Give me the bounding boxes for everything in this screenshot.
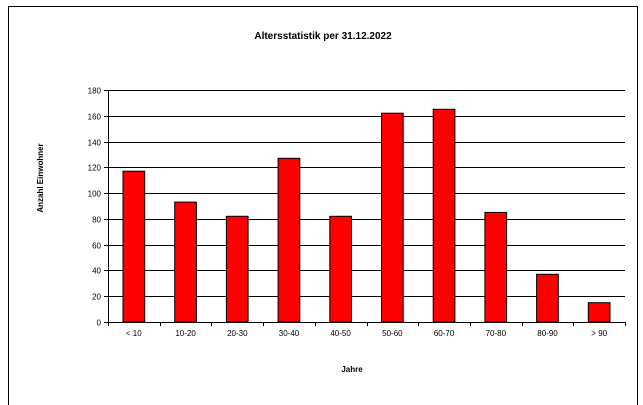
y-tick-label: 20	[92, 293, 101, 302]
x-tick-label: 10-20	[175, 329, 196, 338]
bar	[484, 211, 508, 323]
y-tick-label: 140	[88, 139, 102, 148]
bar	[225, 215, 249, 323]
x-tick-label: 80-90	[537, 329, 558, 338]
y-tick-label: 100	[88, 190, 102, 199]
x-tick-label: > 90	[591, 329, 607, 338]
bar	[329, 215, 352, 323]
chart-title: Altersstatistik per 31.12.2022	[254, 31, 392, 42]
y-tick-label: 80	[92, 216, 101, 225]
y-axis-ticks: 0 20 40 60 80 100 120 140 160 180	[88, 87, 108, 328]
chart-border	[8, 6, 638, 405]
y-tick-label: 120	[88, 164, 102, 173]
x-tick-label: 60-70	[434, 329, 455, 338]
x-axis-ticks: < 10 10-20 20-30 30-40 40-50 50-60 60-70 70-80 8…	[108, 322, 626, 338]
x-tick-label: < 10	[126, 329, 142, 338]
x-tick-label: 30-40	[279, 329, 300, 338]
x-tick-label: 70-80	[486, 329, 507, 338]
x-axis-title: Jahre	[341, 365, 363, 374]
x-tick-label: 20-30	[227, 329, 248, 338]
x-tick-label: 50-60	[382, 329, 403, 338]
bar	[587, 302, 611, 323]
y-tick-label: 60	[92, 242, 101, 251]
bar	[174, 201, 197, 323]
bar	[536, 273, 559, 323]
bars	[122, 108, 611, 323]
y-tick-label: 160	[88, 113, 102, 122]
bar	[277, 157, 301, 323]
x-tick-label: 40-50	[330, 329, 351, 338]
y-tick-label: 40	[92, 267, 101, 276]
bar	[122, 170, 146, 323]
y-tick-label: 0	[97, 319, 102, 328]
bar	[381, 112, 404, 323]
bar	[432, 108, 456, 323]
y-tick-label: 180	[88, 87, 102, 96]
y-axis-title: Anzahl Einwohner	[36, 143, 45, 212]
